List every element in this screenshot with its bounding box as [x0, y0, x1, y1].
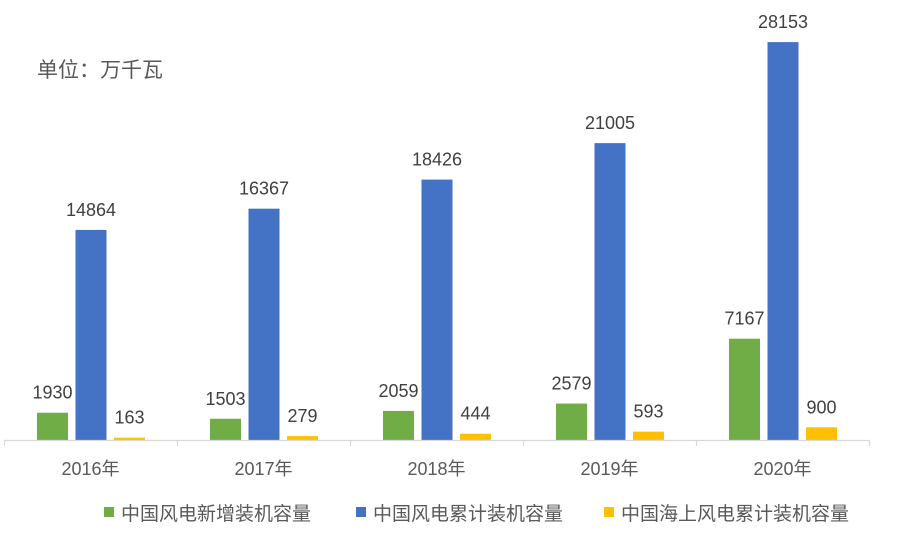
bar-offshore-cumulative-capacity-4 [633, 431, 664, 440]
bar-cumulative-capacity-2 [248, 208, 280, 440]
legend-item-cumulative-capacity: 中国风电累计装机容量 [356, 503, 563, 525]
data-label-cumulative-capacity-2: 16367 [239, 179, 289, 199]
data-labels: 1930 14864 163 1503 16367 279 2059 18426 444 2579… [32, 12, 836, 428]
x-tick-label: 2020年 [753, 459, 811, 479]
legend-swatch [604, 507, 614, 517]
x-axis: 2016年 2017年 2018年 2019年 2020年 [3, 439, 871, 479]
data-label-cumulative-capacity-5: 28153 [758, 12, 808, 32]
legend-swatch [104, 507, 114, 517]
data-label-offshore-cumulative-capacity-5: 900 [806, 397, 836, 417]
bar-cumulative-capacity-1 [75, 229, 107, 440]
data-label-new-capacity-5: 7167 [724, 309, 764, 329]
x-tick-label: 2017年 [234, 459, 292, 479]
bars [37, 42, 837, 440]
data-label-offshore-cumulative-capacity-1: 163 [114, 408, 144, 428]
data-label-offshore-cumulative-capacity-4: 593 [633, 402, 663, 422]
legend-label: 中国风电累计装机容量 [373, 503, 563, 525]
legend: 中国风电新增装机容量 中国风电累计装机容量 中国海上风电累计装机容量 [104, 503, 849, 525]
legend-item-new-capacity: 中国风电新增装机容量 [104, 503, 311, 525]
unit-label: 单位：万千瓦 [37, 59, 163, 82]
legend-swatch [356, 507, 366, 517]
data-label-new-capacity-3: 2059 [378, 381, 418, 401]
x-tick-label: 2016年 [61, 459, 119, 479]
bar-new-capacity-3 [383, 410, 414, 440]
data-label-new-capacity-2: 1503 [205, 389, 245, 409]
data-label-cumulative-capacity-1: 14864 [66, 200, 116, 220]
bar-new-capacity-2 [210, 418, 241, 440]
bar-offshore-cumulative-capacity-3 [460, 433, 491, 440]
data-label-cumulative-capacity-3: 18426 [412, 150, 462, 170]
plot-area: 1930 14864 163 1503 16367 279 2059 18426 444 2579… [3, 12, 871, 479]
bar-new-capacity-4 [556, 403, 587, 440]
legend-label: 中国风电新增装机容量 [121, 503, 311, 525]
data-label-cumulative-capacity-4: 21005 [585, 113, 635, 133]
data-label-new-capacity-4: 2579 [551, 374, 591, 394]
data-label-new-capacity-1: 1930 [32, 383, 72, 403]
x-tick-label: 2018年 [407, 459, 465, 479]
bar-offshore-cumulative-capacity-5 [806, 427, 837, 440]
bar-offshore-cumulative-capacity-2 [287, 436, 318, 440]
bar-new-capacity-5 [729, 338, 760, 440]
data-label-offshore-cumulative-capacity-3: 444 [460, 404, 490, 424]
bar-cumulative-capacity-4 [594, 143, 626, 440]
data-label-offshore-cumulative-capacity-2: 279 [287, 406, 317, 426]
bar-new-capacity-1 [37, 412, 68, 440]
bar-cumulative-capacity-3 [421, 179, 453, 440]
bar-offshore-cumulative-capacity-1 [114, 437, 145, 440]
bar-cumulative-capacity-5 [767, 42, 799, 440]
x-tick-label: 2019年 [580, 459, 638, 479]
legend-item-offshore-cumulative-capacity: 中国海上风电累计装机容量 [604, 503, 849, 525]
legend-label: 中国海上风电累计装机容量 [621, 503, 849, 525]
